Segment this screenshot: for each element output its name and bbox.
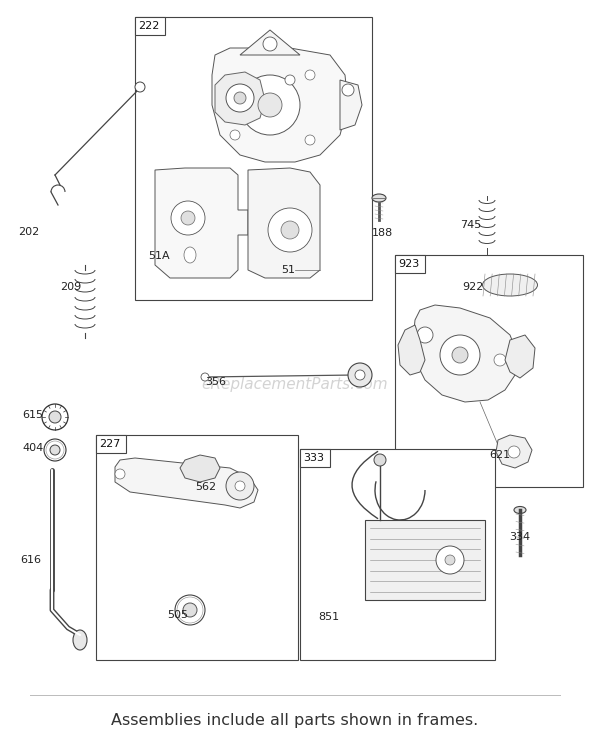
Circle shape: [226, 84, 254, 112]
Polygon shape: [496, 435, 532, 468]
Circle shape: [440, 335, 480, 375]
Circle shape: [234, 92, 246, 104]
Polygon shape: [413, 305, 518, 402]
Bar: [395, 255, 425, 273]
Circle shape: [50, 445, 60, 455]
Polygon shape: [212, 48, 348, 162]
Bar: [365, 520, 485, 600]
Text: 356: 356: [205, 377, 226, 387]
Text: 227: 227: [99, 439, 120, 449]
Polygon shape: [240, 30, 300, 55]
Bar: [395, 255, 583, 487]
Circle shape: [235, 481, 245, 491]
Polygon shape: [505, 335, 535, 378]
Circle shape: [175, 595, 205, 625]
Text: 745: 745: [460, 220, 481, 230]
Bar: [135, 17, 165, 35]
Text: 923: 923: [398, 259, 419, 269]
Ellipse shape: [372, 194, 386, 202]
Polygon shape: [180, 455, 220, 482]
Circle shape: [181, 211, 195, 225]
Text: 333: 333: [303, 453, 324, 463]
Circle shape: [183, 603, 197, 617]
Text: 615: 615: [22, 410, 43, 420]
Circle shape: [201, 373, 209, 381]
Polygon shape: [248, 168, 320, 278]
Circle shape: [494, 354, 506, 366]
Text: Assemblies include all parts shown in frames.: Assemblies include all parts shown in fr…: [112, 713, 478, 727]
Polygon shape: [155, 168, 248, 278]
Text: 616: 616: [20, 555, 41, 565]
Text: 188: 188: [372, 228, 394, 238]
Circle shape: [508, 446, 520, 458]
Circle shape: [171, 201, 205, 235]
Circle shape: [135, 82, 145, 92]
Circle shape: [258, 93, 282, 117]
Circle shape: [417, 327, 433, 343]
Circle shape: [240, 75, 300, 135]
Circle shape: [268, 208, 312, 252]
Text: eReplacementParts.com: eReplacementParts.com: [202, 377, 388, 392]
Circle shape: [263, 37, 277, 51]
Circle shape: [281, 221, 299, 239]
Text: 222: 222: [138, 21, 159, 31]
Text: 334: 334: [509, 532, 530, 542]
Text: 51A: 51A: [148, 251, 170, 261]
Text: 51: 51: [281, 265, 295, 275]
Circle shape: [305, 70, 315, 80]
Ellipse shape: [514, 507, 526, 513]
Circle shape: [436, 546, 464, 574]
Text: 621: 621: [489, 450, 510, 460]
Circle shape: [115, 469, 125, 479]
Circle shape: [305, 135, 315, 145]
Text: 209: 209: [60, 282, 81, 292]
Polygon shape: [115, 458, 258, 508]
Text: 202: 202: [18, 227, 40, 237]
Circle shape: [355, 370, 365, 380]
Circle shape: [226, 472, 254, 500]
Circle shape: [342, 84, 354, 96]
Polygon shape: [215, 72, 265, 125]
Bar: [300, 449, 495, 660]
Text: 922: 922: [462, 282, 483, 292]
Circle shape: [445, 555, 455, 565]
Circle shape: [49, 411, 61, 423]
Bar: [300, 449, 330, 467]
Text: 851: 851: [318, 612, 339, 622]
Text: 505: 505: [167, 610, 188, 620]
Polygon shape: [340, 80, 362, 130]
Ellipse shape: [483, 274, 537, 296]
Circle shape: [374, 454, 386, 466]
Bar: [96, 435, 298, 660]
Polygon shape: [398, 325, 425, 375]
Bar: [96, 435, 126, 453]
Circle shape: [230, 75, 240, 85]
Circle shape: [42, 404, 68, 430]
Circle shape: [44, 439, 66, 461]
Ellipse shape: [73, 630, 87, 650]
Circle shape: [285, 75, 295, 85]
Text: 562: 562: [195, 482, 216, 492]
Bar: [135, 17, 372, 300]
Ellipse shape: [184, 247, 196, 263]
Text: 404: 404: [22, 443, 43, 453]
Circle shape: [230, 130, 240, 140]
Circle shape: [348, 363, 372, 387]
Circle shape: [452, 347, 468, 363]
